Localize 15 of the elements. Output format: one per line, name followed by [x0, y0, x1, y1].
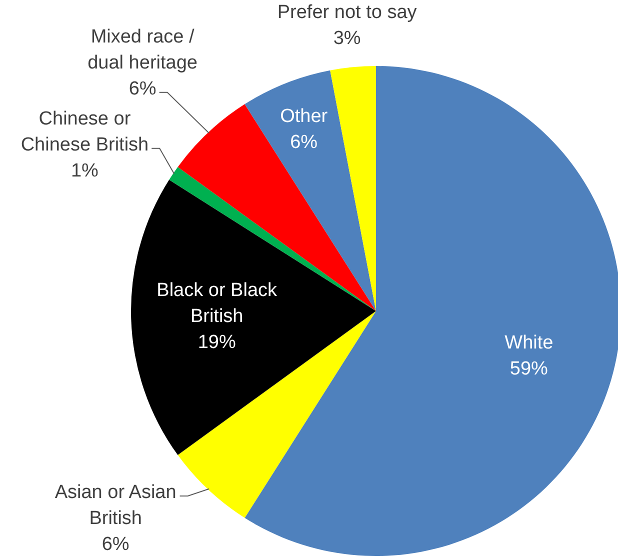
data-label: 3%	[333, 28, 361, 49]
data-label: 59%	[510, 358, 548, 380]
slice-label: Mixed race / dual heritage	[88, 26, 198, 74]
data-label: 6%	[128, 78, 156, 100]
data-label: 19%	[198, 332, 236, 353]
slice-label: Prefer not to say	[277, 2, 418, 23]
slice-label: Other	[280, 106, 328, 127]
data-label: 1%	[70, 160, 99, 182]
data-label: 6%	[102, 534, 130, 555]
slice-label: Chinese or Chinese British	[20, 108, 149, 156]
pie-slice	[131, 180, 376, 456]
slice-label: White	[504, 332, 554, 354]
slice-label: Asian or Asian British	[54, 482, 176, 529]
data-label: 6%	[290, 132, 318, 153]
slice-label: Black or Black British	[156, 280, 278, 327]
